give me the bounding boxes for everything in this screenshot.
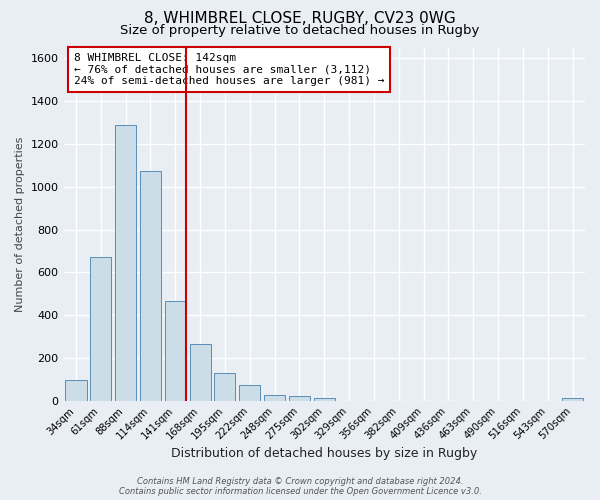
Bar bbox=[264, 394, 285, 401]
Bar bbox=[140, 170, 161, 401]
Bar bbox=[115, 124, 136, 401]
Text: 8, WHIMBREL CLOSE, RUGBY, CV23 0WG: 8, WHIMBREL CLOSE, RUGBY, CV23 0WG bbox=[144, 11, 456, 26]
Bar bbox=[165, 302, 186, 401]
Bar bbox=[190, 344, 211, 401]
Text: Size of property relative to detached houses in Rugby: Size of property relative to detached ho… bbox=[121, 24, 479, 37]
Bar bbox=[90, 258, 112, 401]
Bar bbox=[562, 398, 583, 401]
Bar bbox=[314, 398, 335, 401]
X-axis label: Distribution of detached houses by size in Rugby: Distribution of detached houses by size … bbox=[171, 447, 478, 460]
Y-axis label: Number of detached properties: Number of detached properties bbox=[15, 136, 25, 312]
Bar bbox=[214, 373, 235, 401]
Text: Contains HM Land Registry data © Crown copyright and database right 2024.
Contai: Contains HM Land Registry data © Crown c… bbox=[119, 476, 481, 496]
Bar bbox=[239, 385, 260, 401]
Bar bbox=[289, 396, 310, 401]
Bar bbox=[65, 380, 86, 401]
Text: 8 WHIMBREL CLOSE: 142sqm
← 76% of detached houses are smaller (3,112)
24% of sem: 8 WHIMBREL CLOSE: 142sqm ← 76% of detach… bbox=[74, 53, 385, 86]
